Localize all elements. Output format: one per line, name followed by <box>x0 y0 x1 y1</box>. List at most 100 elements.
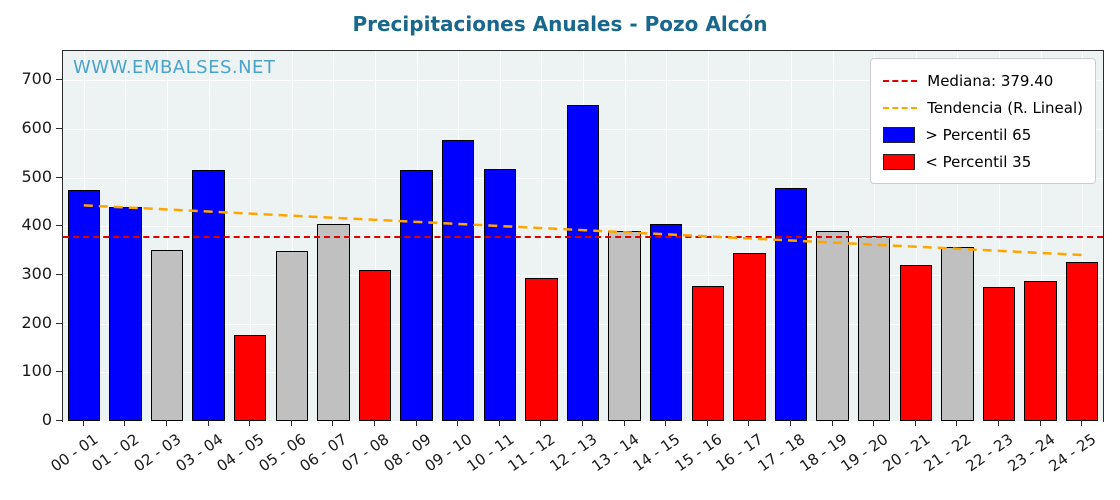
bar-16-17 <box>733 253 766 421</box>
legend-label: > Percentil 65 <box>925 125 1032 144</box>
ytick-label: 0 <box>41 410 52 429</box>
xtick-mark <box>82 420 84 426</box>
gridline-v <box>1082 51 1084 421</box>
median-line <box>63 236 1103 239</box>
bar-24-25 <box>1065 261 1099 421</box>
xtick-label: 03 - 04 <box>172 430 226 476</box>
legend: Mediana: 379.40 Tendencia (R. Lineal) > … <box>870 58 1096 184</box>
gridline-h <box>63 421 1103 422</box>
legend-item-p65: > Percentil 65 <box>883 121 1083 148</box>
ytick-label: 100 <box>21 361 52 381</box>
ytick-label: 200 <box>21 312 52 332</box>
xtick-mark <box>290 420 292 426</box>
xtick-mark <box>1039 420 1041 426</box>
ytick-label: 700 <box>21 69 52 89</box>
xtick-label: 16 - 17 <box>712 430 767 476</box>
bar-15-16 <box>691 286 724 421</box>
bar-21-22 <box>941 246 974 421</box>
xtick-label: 14 - 15 <box>629 430 684 476</box>
ytick-mark <box>56 273 62 275</box>
xtick-label: 07 - 08 <box>338 430 393 476</box>
ytick-mark <box>56 176 62 178</box>
xtick-label: 24 - 25 <box>1045 430 1100 476</box>
xtick-label: 23 - 24 <box>1004 430 1058 476</box>
bar-06-07 <box>317 223 350 421</box>
median-line-swatch <box>883 79 918 82</box>
percentil35-swatch <box>883 153 916 170</box>
bar-20-21 <box>899 265 932 421</box>
bar-17-18 <box>774 188 808 421</box>
xtick-mark <box>914 420 916 426</box>
xtick-label: 09 - 10 <box>421 430 476 476</box>
legend-label: Mediana: 379.40 <box>927 71 1054 90</box>
xtick-label: 21 - 22 <box>920 430 975 476</box>
bar-01-02 <box>109 206 142 421</box>
xtick-mark <box>332 420 334 426</box>
bar-09-10 <box>441 139 475 421</box>
xtick-label: 02 - 03 <box>130 430 185 476</box>
xtick-label: 05 - 06 <box>255 430 310 476</box>
legend-label: Tendencia (R. Lineal) <box>927 98 1083 117</box>
ytick-mark <box>56 225 62 227</box>
xtick-mark <box>790 420 791 426</box>
xtick-mark <box>374 420 375 426</box>
xtick-mark <box>748 420 750 426</box>
xtick-mark <box>706 420 708 426</box>
legend-item-p35: < Percentil 35 <box>883 148 1083 175</box>
ytick-mark <box>56 79 62 81</box>
bar-23-24 <box>1024 280 1057 421</box>
xtick-mark <box>831 420 833 426</box>
xtick-label: 17 - 18 <box>754 430 809 476</box>
bar-19-20 <box>857 236 891 421</box>
bar-00-01 <box>67 189 100 421</box>
bar-12-13 <box>566 104 600 421</box>
bar-04-05 <box>233 335 267 421</box>
plot-area: WWW.EMBALSES.NET Mediana: 379.40 Tendenc… <box>62 50 1104 422</box>
bar-13-14 <box>608 231 641 421</box>
bar-10-11 <box>483 169 516 421</box>
xtick-mark <box>665 420 667 426</box>
xtick-mark <box>1081 420 1083 426</box>
xtick-mark <box>873 420 875 426</box>
legend-item-median: Mediana: 379.40 <box>883 67 1083 94</box>
xtick-mark <box>166 420 167 426</box>
ytick-label: 400 <box>21 215 52 235</box>
xtick-mark <box>540 420 542 426</box>
xtick-label: 20 - 21 <box>879 430 934 476</box>
bar-07-08 <box>358 270 392 421</box>
ytick-mark <box>56 322 62 324</box>
ytick-mark <box>56 127 62 129</box>
ytick-label: 300 <box>21 263 52 283</box>
trend-line-swatch <box>883 106 918 109</box>
xtick-label: 13 - 14 <box>588 430 642 476</box>
bar-03-04 <box>192 170 225 421</box>
xtick-mark <box>956 420 958 426</box>
xtick-mark <box>207 420 209 426</box>
bar-22-23 <box>982 287 1016 421</box>
xtick-label: 15 - 16 <box>671 430 726 476</box>
xtick-mark <box>498 420 500 426</box>
xtick-mark <box>623 420 625 426</box>
xtick-label: 04 - 05 <box>213 430 268 476</box>
xtick-label: 22 - 23 <box>962 430 1017 476</box>
bar-18-19 <box>816 231 849 421</box>
xtick-label: 01 - 02 <box>88 430 143 476</box>
legend-label: < Percentil 35 <box>925 152 1032 171</box>
xtick-label: 10 - 11 <box>463 430 518 476</box>
bar-14-15 <box>649 223 683 421</box>
legend-item-trend: Tendencia (R. Lineal) <box>883 94 1083 121</box>
xtick-label: 06 - 07 <box>296 430 351 476</box>
xtick-label: 11 - 12 <box>504 430 559 476</box>
bar-08-09 <box>400 170 433 421</box>
xtick-mark <box>124 420 126 426</box>
bar-02-03 <box>150 249 184 421</box>
xtick-mark <box>998 420 999 426</box>
xtick-mark <box>415 420 417 426</box>
xtick-label: 08 - 09 <box>380 430 434 476</box>
watermark: WWW.EMBALSES.NET <box>73 57 276 78</box>
xtick-mark <box>582 420 583 426</box>
ytick-label: 600 <box>21 117 52 137</box>
xtick-mark <box>457 420 459 426</box>
chart-title: Precipitaciones Anuales - Pozo Alcón <box>352 12 768 36</box>
